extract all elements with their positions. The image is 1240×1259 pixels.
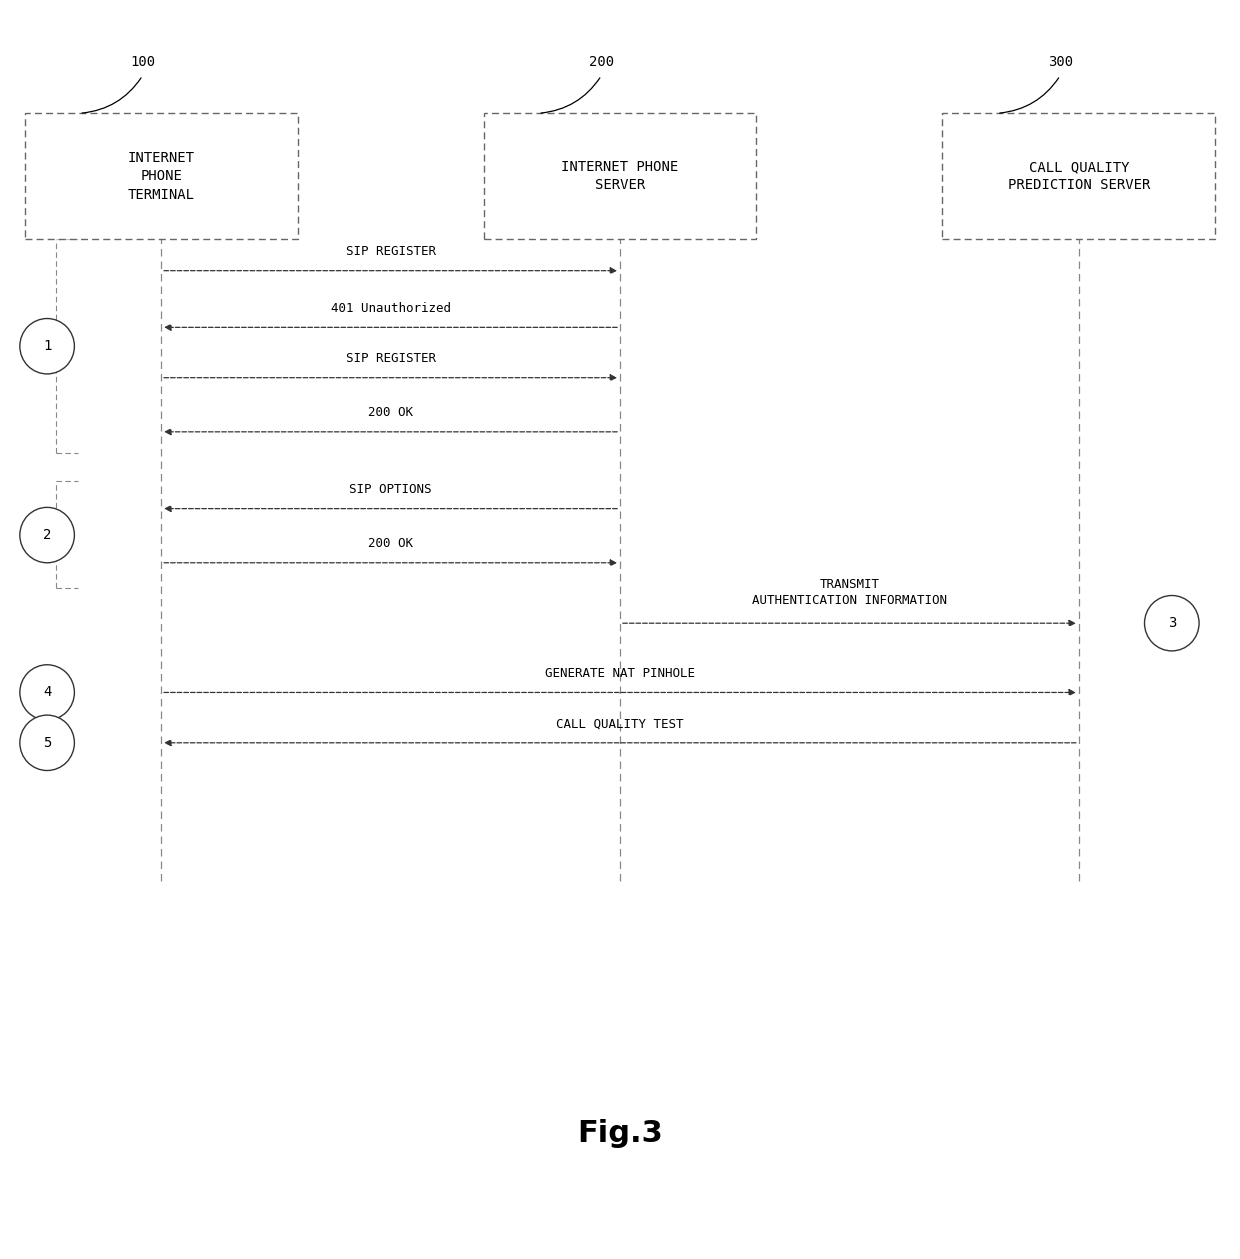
Circle shape	[20, 319, 74, 374]
Circle shape	[20, 715, 74, 771]
Bar	[484, 113, 756, 239]
Text: INTERNET
PHONE
TERMINAL: INTERNET PHONE TERMINAL	[128, 151, 195, 201]
Text: 2: 2	[43, 528, 51, 543]
Text: 200 OK: 200 OK	[368, 407, 413, 419]
Text: 1: 1	[43, 339, 51, 354]
Text: 300: 300	[1048, 55, 1073, 69]
Text: Fig.3: Fig.3	[577, 1118, 663, 1148]
Text: 5: 5	[43, 735, 51, 750]
Text: 401 Unauthorized: 401 Unauthorized	[331, 302, 450, 315]
Text: SIP REGISTER: SIP REGISTER	[346, 353, 435, 365]
Text: 4: 4	[43, 685, 51, 700]
Circle shape	[1145, 596, 1199, 651]
Text: TRANSMIT
AUTHENTICATION INFORMATION: TRANSMIT AUTHENTICATION INFORMATION	[751, 578, 947, 607]
Text: 200 OK: 200 OK	[368, 538, 413, 550]
Text: 3: 3	[1168, 616, 1176, 631]
Bar	[25, 113, 298, 239]
Text: 100: 100	[130, 55, 155, 69]
Text: SIP OPTIONS: SIP OPTIONS	[350, 483, 432, 496]
Text: 200: 200	[589, 55, 614, 69]
Text: CALL QUALITY TEST: CALL QUALITY TEST	[557, 718, 683, 730]
Text: GENERATE NAT PINHOLE: GENERATE NAT PINHOLE	[546, 667, 694, 680]
Text: CALL QUALITY
PREDICTION SERVER: CALL QUALITY PREDICTION SERVER	[1008, 160, 1149, 193]
Circle shape	[20, 507, 74, 563]
Text: INTERNET PHONE
SERVER: INTERNET PHONE SERVER	[562, 160, 678, 193]
Bar	[942, 113, 1215, 239]
Text: SIP REGISTER: SIP REGISTER	[346, 246, 435, 258]
Circle shape	[20, 665, 74, 720]
